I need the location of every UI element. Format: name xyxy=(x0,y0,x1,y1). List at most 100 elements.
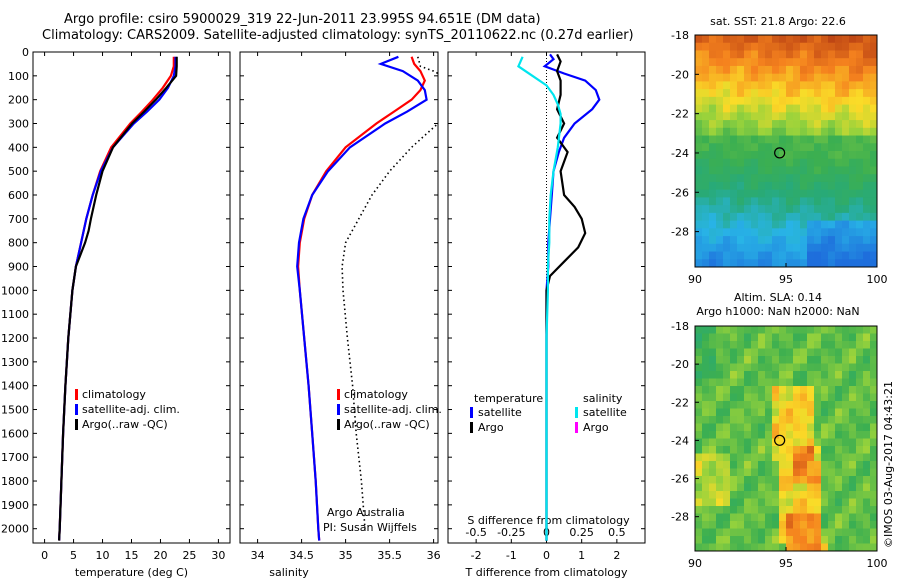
sst-map-cell xyxy=(695,166,703,175)
sst-map-cell xyxy=(744,112,752,121)
sla-map-cell xyxy=(786,378,794,387)
salinity-xtick-label: 34.5 xyxy=(289,549,314,562)
sla-map-cell xyxy=(863,498,871,507)
sla-map-cell xyxy=(870,476,878,484)
sst-map-cell xyxy=(737,96,745,105)
sla-map-cell xyxy=(786,446,794,454)
sst-map-cell xyxy=(828,120,836,129)
sst-map-cell xyxy=(751,158,759,167)
sla-map-cell xyxy=(758,446,766,454)
sla-map-cell xyxy=(751,483,759,492)
sst-map-cell xyxy=(737,120,745,129)
sla-map-cell xyxy=(849,521,857,529)
sla-map-cell xyxy=(870,461,878,469)
sla-map-cell xyxy=(723,416,731,424)
sst-map-cell xyxy=(716,65,724,75)
sst-map-cell xyxy=(709,112,717,121)
sst-map-cell xyxy=(842,251,850,260)
sla-map-cell xyxy=(842,453,850,462)
sst-map-cell xyxy=(716,205,724,214)
sst-map-cell xyxy=(779,228,787,237)
sla-map-cell xyxy=(807,423,815,432)
sla-map-cell xyxy=(793,528,801,537)
sst-map-cell xyxy=(723,135,731,144)
sla-map-cell xyxy=(828,491,836,499)
sst-map-cell xyxy=(793,251,801,260)
sst-map-cell xyxy=(800,259,808,268)
sst-map-cell xyxy=(842,220,850,229)
sla-map-cell xyxy=(863,378,871,387)
depth-tick-label: 300 xyxy=(8,118,29,131)
sla-map-cell xyxy=(723,333,731,342)
sla-map-cell xyxy=(856,393,864,402)
sla-map-cell xyxy=(856,371,864,379)
sst-map-cell xyxy=(751,112,759,121)
sst-map-cell xyxy=(870,96,878,105)
sla-map-cell xyxy=(737,468,745,477)
sla-map-cell xyxy=(800,543,808,552)
sst-map-cell xyxy=(744,65,752,75)
sst-map-cell xyxy=(765,197,773,206)
sst-map-cell xyxy=(723,228,731,237)
sst-map-cell xyxy=(723,243,731,252)
sst-map-cell xyxy=(870,151,878,160)
sst-map-cell xyxy=(751,58,759,67)
sst-map-cell xyxy=(737,35,745,44)
sst-map-cell xyxy=(702,143,710,152)
sla-map-cell xyxy=(716,408,724,417)
sla-map-cell xyxy=(863,476,871,484)
sla-map-cell xyxy=(828,498,836,507)
sla-map-cell xyxy=(828,468,836,477)
sst-map-cell xyxy=(744,259,752,268)
sla-map-cell xyxy=(758,408,766,417)
sla-map-cell xyxy=(702,528,710,537)
sst-map-cell xyxy=(709,127,717,136)
sla-map-cell xyxy=(730,528,738,537)
sst-map-cell xyxy=(807,181,815,191)
sst-map-cell xyxy=(800,104,808,113)
sst-map-cell xyxy=(709,205,717,214)
sla-map-cell xyxy=(856,378,864,387)
sla-map-cell xyxy=(758,468,766,477)
sla-map-cell xyxy=(716,401,724,409)
sla-map-cell xyxy=(730,416,738,424)
sst-map-cell xyxy=(786,81,794,90)
sla-map-cell xyxy=(730,386,738,394)
sla-map-cell xyxy=(835,356,843,364)
sst-map-cell xyxy=(800,89,808,98)
sla-map-cell xyxy=(723,483,731,492)
sla-map-cell xyxy=(709,326,717,334)
sla-map-cell xyxy=(695,401,703,409)
sst-map-cell xyxy=(835,189,843,198)
sst-map-cell xyxy=(835,220,843,229)
sst-map-cell xyxy=(737,135,745,144)
sla-map-cell xyxy=(765,348,773,357)
sla-map-cell xyxy=(702,498,710,507)
sst-map-cell xyxy=(702,259,710,268)
sst-map-cell xyxy=(758,228,766,237)
sla-map-cell xyxy=(744,521,752,529)
sst-map-cell xyxy=(856,197,864,206)
sst-map-cell xyxy=(709,197,717,206)
sla-map-cell xyxy=(695,453,703,462)
sla-map-cell xyxy=(800,521,808,529)
sst-map-cell xyxy=(695,236,703,245)
sla-map-cell xyxy=(863,543,871,552)
sst-map-cell xyxy=(723,104,731,113)
sst-map-cell xyxy=(835,197,843,206)
sst-map-cell xyxy=(807,158,815,167)
sst-map-cell xyxy=(814,151,822,160)
sst-map-cell xyxy=(856,42,864,51)
salinity-panel: 34 34.5 35 35.5 36salinityclimatologysatelli… xyxy=(239,51,442,579)
sla-map-cell xyxy=(765,408,773,417)
sla-map-cell xyxy=(765,543,773,552)
sla-map-cell xyxy=(765,363,773,372)
sla-map-cell xyxy=(863,461,871,469)
sst-map-cell xyxy=(800,220,808,229)
sst-map-cell xyxy=(765,236,773,245)
sst-map-cell xyxy=(758,135,766,144)
sla-map-cell xyxy=(765,333,773,342)
sst-map-cell xyxy=(758,189,766,198)
sst-map-cell xyxy=(695,189,703,198)
